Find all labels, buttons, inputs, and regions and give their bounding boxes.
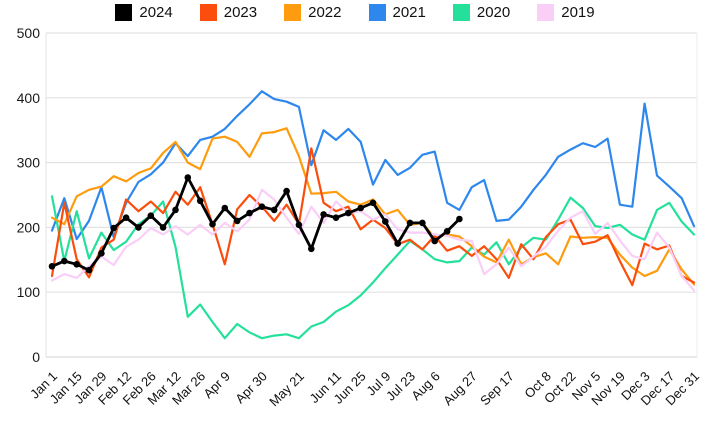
- data-point-2024: [61, 257, 68, 265]
- series-line-2022: [50, 127, 696, 286]
- data-point-2024: [443, 228, 451, 235]
- legend-label: 2022: [308, 4, 342, 21]
- series-2024: [48, 174, 463, 274]
- legend-item-2022[interactable]: 2022: [284, 4, 342, 21]
- chart-legend: 2024 2023 2022 2021 2020 2019: [0, 4, 710, 21]
- legend-label: 2023: [223, 4, 258, 21]
- data-point-2024: [394, 240, 402, 247]
- data-point-2024: [382, 218, 389, 225]
- data-point-2024: [406, 219, 414, 227]
- legend-label: 2019: [561, 4, 595, 21]
- legend-item-2020[interactable]: 2020: [452, 4, 511, 21]
- data-point-2024: [73, 261, 80, 268]
- legend-swatch-2022: [284, 4, 302, 21]
- x-tick-label-aug-6: Aug 6: [408, 369, 443, 404]
- x-tick-label-may-21: May 21: [266, 369, 307, 410]
- data-point-2024: [221, 204, 229, 212]
- series-2021: [50, 90, 696, 241]
- legend-item-2024[interactable]: 2024: [115, 4, 173, 21]
- data-point-2024: [85, 266, 93, 274]
- data-point-2024: [147, 212, 155, 219]
- data-point-2024: [233, 217, 241, 225]
- x-tick-label-aug-27: Aug 27: [440, 369, 480, 409]
- series-2022: [50, 127, 696, 286]
- series-2019: [50, 188, 696, 292]
- data-point-2024: [431, 237, 439, 245]
- data-point-2024: [320, 211, 327, 218]
- data-point-2024: [283, 187, 290, 195]
- x-tick-label-apr-9: Apr 9: [200, 369, 233, 402]
- legend-swatch-2021: [368, 4, 386, 21]
- legend-label: 2024: [139, 4, 173, 21]
- legend-label: 2020: [476, 4, 511, 21]
- data-point-2024: [122, 214, 130, 221]
- data-point-2024: [98, 250, 105, 257]
- legend-item-2021[interactable]: 2021: [368, 4, 426, 21]
- data-point-2024: [308, 245, 315, 253]
- y-tick-label-200: 200: [17, 219, 41, 235]
- y-tick-label-300: 300: [17, 155, 41, 171]
- y-tick-label-0: 0: [32, 349, 40, 365]
- y-tick-label-100: 100: [17, 284, 41, 300]
- data-point-2024: [270, 206, 278, 214]
- x-tick-label-apr-30: Apr 30: [232, 369, 270, 407]
- legend-item-2023[interactable]: 2023: [199, 4, 258, 21]
- series-line-2024: [50, 176, 461, 272]
- legend-swatch-2020: [452, 4, 470, 21]
- legend-swatch-2024: [115, 4, 133, 21]
- series-line-2021: [50, 90, 696, 241]
- legend-label: 2021: [392, 4, 426, 21]
- legend-item-2019[interactable]: 2019: [537, 4, 595, 21]
- series-line-2020: [50, 195, 696, 340]
- x-tick-label-sep-17: Sep 17: [477, 369, 517, 409]
- data-point-2024: [172, 206, 179, 214]
- data-point-2024: [48, 263, 56, 270]
- data-point-2024: [332, 214, 340, 221]
- data-point-2024: [419, 219, 426, 227]
- y-tick-label-400: 400: [17, 90, 41, 106]
- series-line-2019: [50, 188, 696, 292]
- series-2020: [50, 195, 696, 340]
- data-point-2024: [135, 224, 142, 231]
- data-point-2024: [258, 203, 266, 210]
- legend-swatch-2019: [537, 4, 555, 21]
- data-point-2024: [184, 174, 192, 181]
- y-tick-label-500: 500: [17, 25, 41, 41]
- data-point-2024: [456, 215, 463, 223]
- data-point-2024: [159, 224, 167, 231]
- legend-swatch-2023: [199, 4, 217, 21]
- gridlines: 0 100 200 300 400 500: [17, 25, 698, 365]
- data-point-2024: [246, 209, 253, 217]
- data-point-2024: [345, 209, 352, 217]
- data-point-2024: [196, 197, 204, 205]
- data-point-2024: [357, 204, 365, 212]
- data-point-2024: [209, 220, 216, 228]
- data-point-2024: [295, 221, 303, 229]
- data-point-2024: [110, 224, 117, 232]
- data-point-2024: [369, 199, 377, 207]
